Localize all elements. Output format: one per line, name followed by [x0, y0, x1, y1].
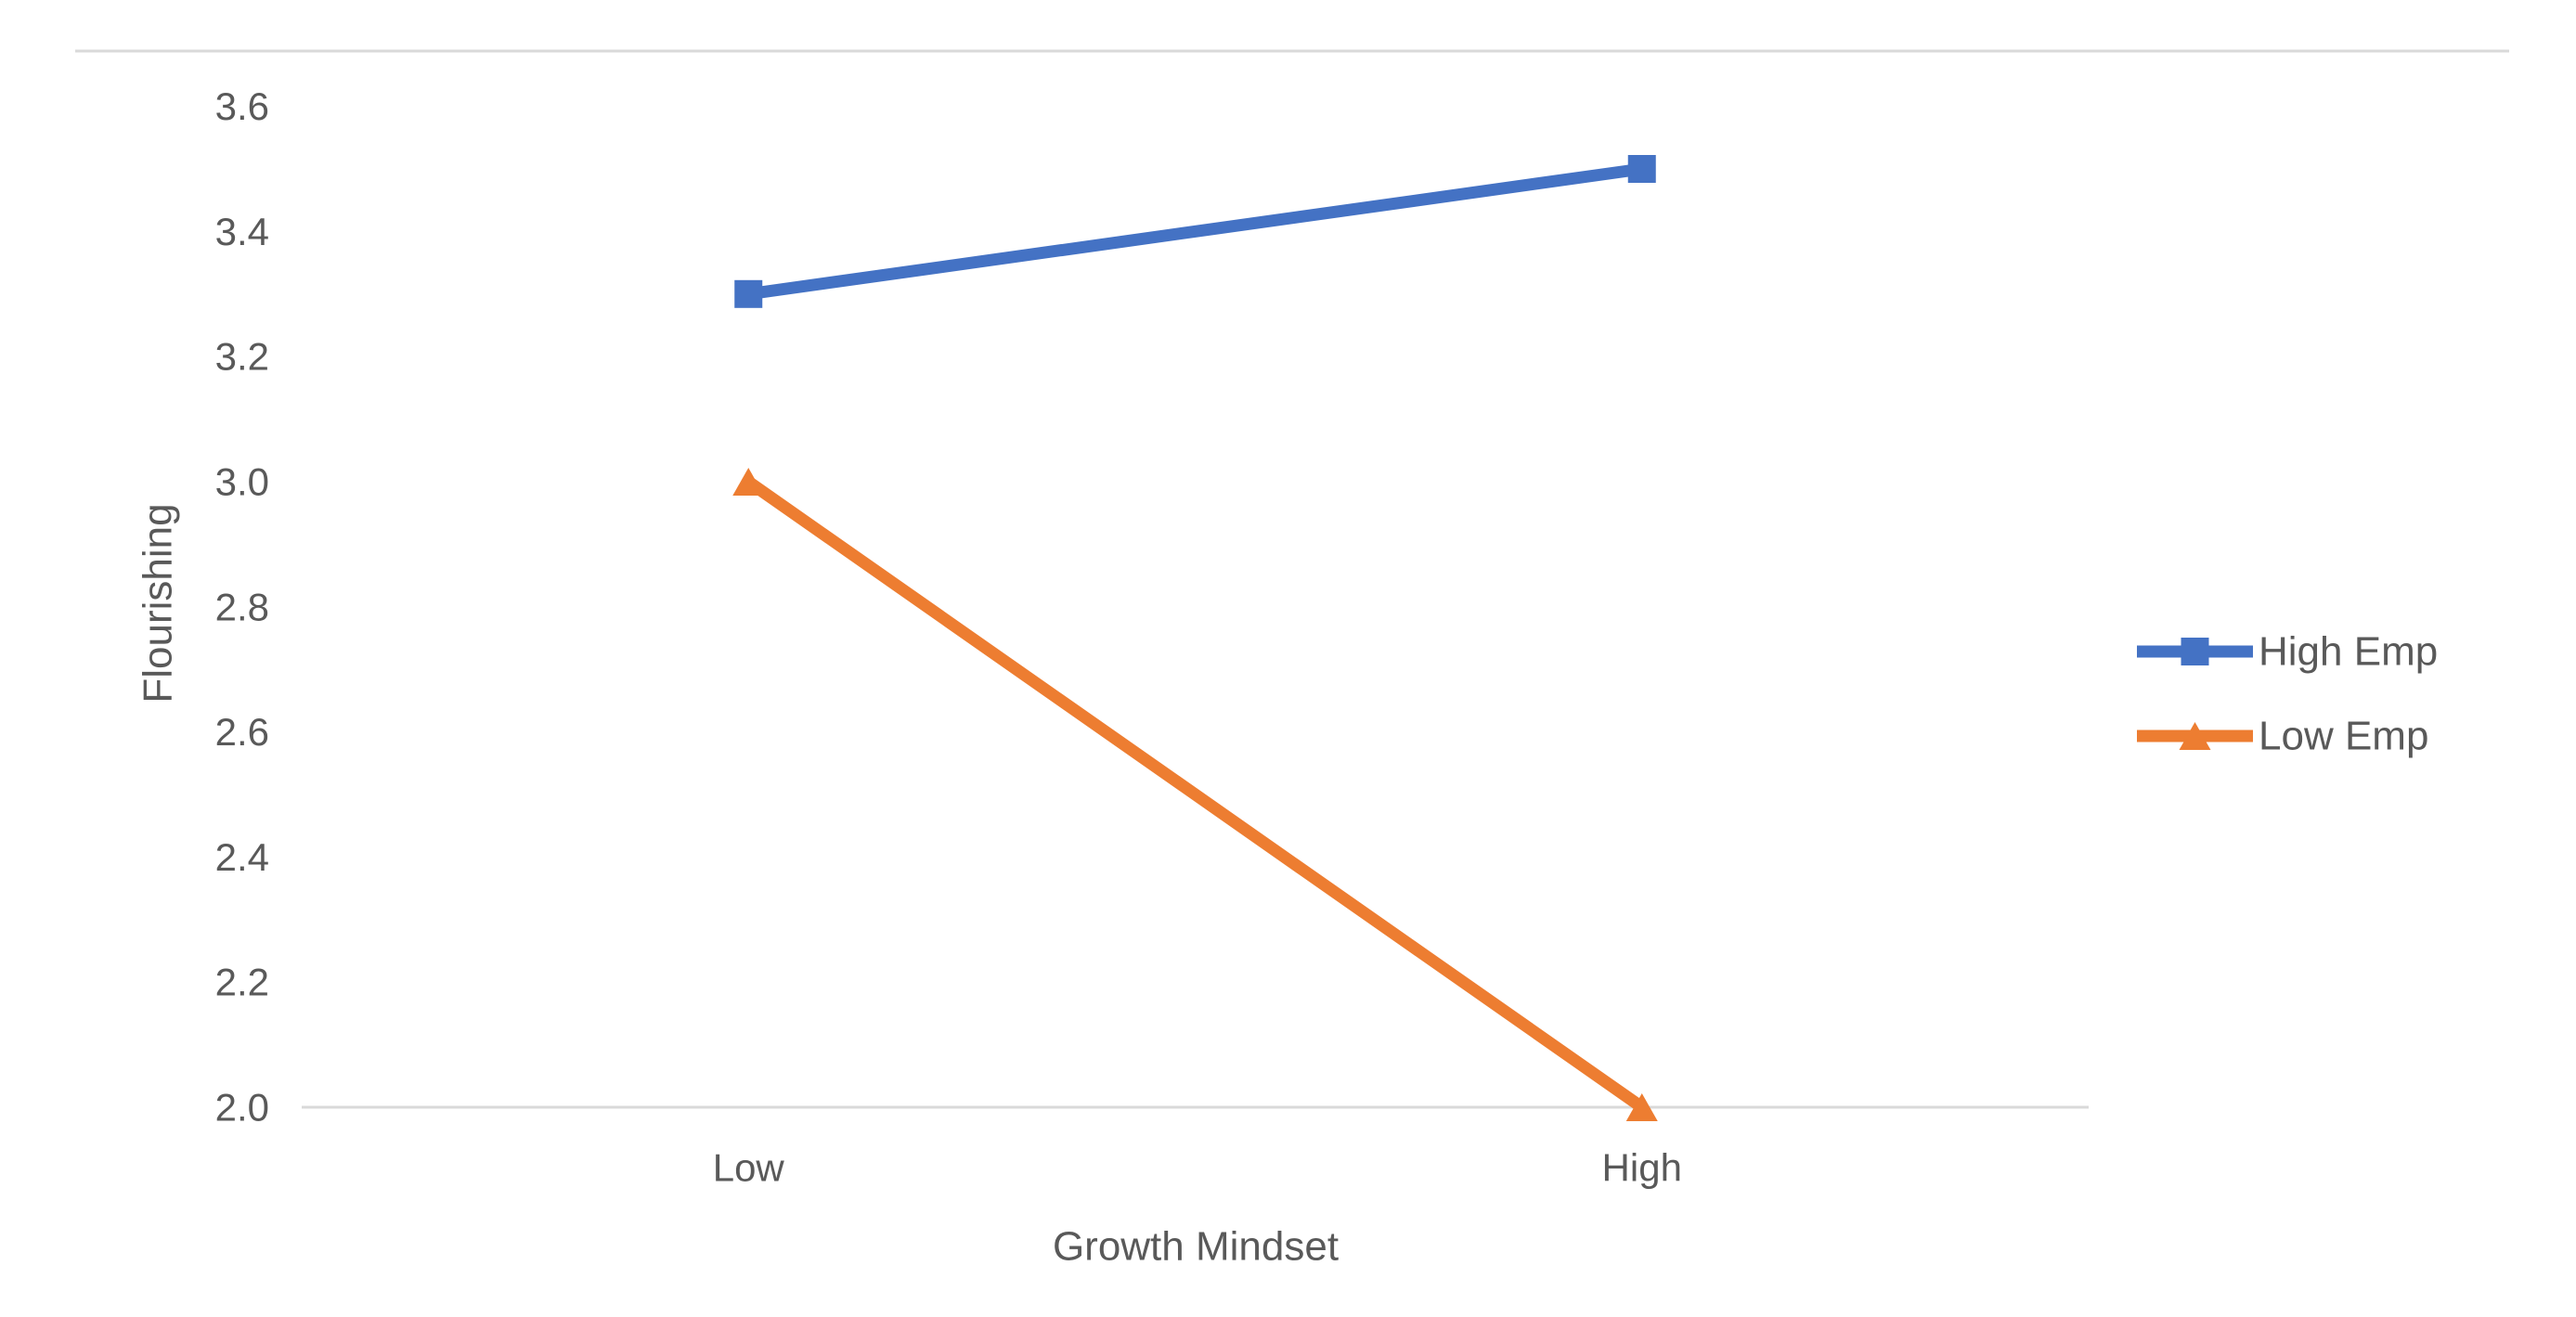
- y-tick-label: 3.0: [215, 460, 269, 504]
- x-tick-label: Low: [713, 1146, 785, 1190]
- x-axis-title: Growth Mindset: [1053, 1224, 1339, 1270]
- y-axis-title: Flourishing: [136, 503, 181, 703]
- y-tick-label: 3.2: [215, 335, 269, 379]
- data-point-high-emp-high: [1627, 155, 1656, 183]
- y-tick-label: 2.6: [215, 710, 269, 754]
- legend-label: High Emp: [2259, 629, 2438, 675]
- x-tick-label: High: [1602, 1146, 1682, 1190]
- series-line-low-emp: [742, 475, 1649, 1114]
- y-tick-label: 2.4: [215, 835, 269, 879]
- legend-swatch-marker: [2179, 722, 2211, 750]
- series-line-high-emp: [742, 162, 1649, 301]
- legend-label: Low Emp: [2259, 714, 2428, 759]
- y-tick-label: 3.4: [215, 210, 269, 253]
- y-tick-label: 2.2: [215, 961, 269, 1004]
- y-tick-label: 3.6: [215, 84, 269, 128]
- y-tick-label: 2.8: [215, 585, 269, 628]
- data-point-low-emp-high: [1625, 1093, 1658, 1121]
- y-tick-label: 2.0: [215, 1086, 269, 1130]
- data-point-low-emp-low: [732, 468, 765, 496]
- data-point-high-emp-low: [734, 279, 763, 308]
- legend-swatch-marker: [2181, 638, 2209, 665]
